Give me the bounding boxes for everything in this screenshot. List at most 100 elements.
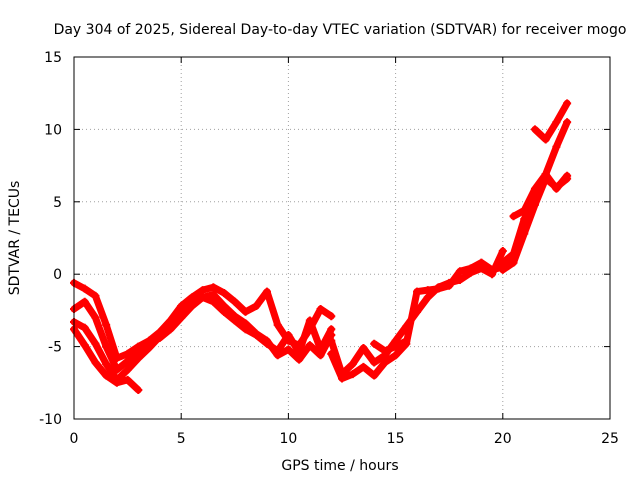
data-point: [102, 371, 111, 380]
data-point: [520, 206, 529, 215]
data-point: [338, 374, 346, 383]
data-point: [177, 309, 186, 318]
data-point: [391, 351, 400, 360]
data-point: [198, 286, 207, 295]
data-point: [102, 342, 111, 351]
x-tick-label: 10: [279, 431, 297, 447]
data-point: [348, 359, 357, 368]
chart-title: Day 304 of 2025, Sidereal Day-to-day VTE…: [54, 22, 627, 38]
data-point: [209, 283, 218, 292]
x-tick-label: 20: [494, 431, 512, 447]
data-point: [423, 286, 432, 295]
data-point: [273, 320, 282, 329]
data-point: [230, 312, 239, 321]
data-point: [370, 371, 379, 380]
data-point: [359, 362, 368, 371]
data-point: [498, 265, 507, 274]
series-track-6: [327, 258, 507, 383]
data-point: [541, 135, 550, 144]
data-point: [91, 291, 100, 300]
data-point: [520, 215, 529, 224]
y-tick-label: 15: [44, 50, 62, 66]
data-point: [112, 378, 121, 387]
data-point: [413, 287, 422, 296]
data-point: [305, 341, 314, 350]
data-point: [563, 171, 572, 180]
data-point: [498, 258, 507, 267]
data-point: [241, 319, 250, 328]
data-point: [230, 297, 239, 306]
data-point: [209, 290, 218, 299]
series-track-10: [509, 118, 572, 221]
x-axis-label: GPS time / hours: [281, 458, 398, 474]
series-track-9: [498, 170, 572, 267]
data-point: [123, 349, 132, 358]
grid-lines: [74, 57, 610, 419]
data-point: [552, 118, 561, 127]
data-point: [102, 320, 111, 329]
data-point: [316, 351, 325, 360]
data-point: [273, 351, 282, 360]
data-point: [220, 302, 229, 311]
data-point: [123, 375, 132, 384]
data-point: [80, 323, 89, 332]
data-point: [359, 344, 368, 353]
data-point: [155, 332, 164, 341]
data-point: [252, 302, 261, 311]
data-point: [91, 358, 100, 367]
data-point: [80, 297, 89, 306]
data-point: [91, 339, 100, 348]
data-point: [402, 336, 411, 345]
data-point: [488, 265, 497, 274]
series-line: [370, 337, 410, 355]
data-point: [552, 184, 561, 193]
plot-frame: [73, 56, 611, 420]
data-point: [370, 339, 379, 348]
y-axis-label: SDTVAR / TECUs: [7, 181, 23, 296]
data-point: [541, 170, 550, 179]
x-tick-label: 5: [177, 431, 186, 447]
y-tick-label: 10: [44, 122, 62, 138]
data-point: [327, 349, 336, 358]
data-point: [423, 293, 432, 302]
data-point: [327, 336, 336, 345]
data-point: [509, 258, 518, 267]
data-point: [134, 354, 143, 363]
x-tick-label: 15: [387, 431, 405, 447]
data-point: [305, 316, 314, 325]
data-point: [455, 267, 464, 276]
data-point: [552, 142, 561, 151]
data-point: [220, 289, 229, 298]
series-line: [531, 99, 571, 143]
data-point: [348, 370, 357, 379]
x-tick-label: 0: [70, 431, 79, 447]
data-point: [391, 342, 400, 351]
data-point: [262, 336, 271, 345]
data-point: [284, 331, 293, 340]
data-point: [134, 386, 143, 395]
data-point: [102, 359, 111, 368]
data-series: [70, 99, 572, 395]
data-point: [91, 313, 100, 322]
data-point: [477, 258, 486, 267]
data-point: [327, 312, 336, 321]
data-point: [295, 355, 304, 364]
data-point: [252, 329, 261, 338]
data-point: [434, 284, 443, 293]
data-point: [123, 357, 132, 366]
data-point: [498, 247, 507, 256]
y-tick-label: 5: [53, 195, 62, 211]
data-point: [80, 341, 89, 350]
y-tick-label: 0: [53, 267, 62, 283]
data-point: [187, 299, 196, 308]
data-point: [316, 304, 325, 313]
data-point: [380, 346, 389, 355]
data-point: [563, 118, 572, 127]
data-point: [530, 125, 539, 134]
data-point: [166, 322, 175, 331]
data-point: [284, 345, 293, 354]
series-track-7: [370, 336, 411, 355]
axis-ticks: 0 5 10 15 20 25 -10 -5 0 5 10 15: [39, 50, 619, 447]
